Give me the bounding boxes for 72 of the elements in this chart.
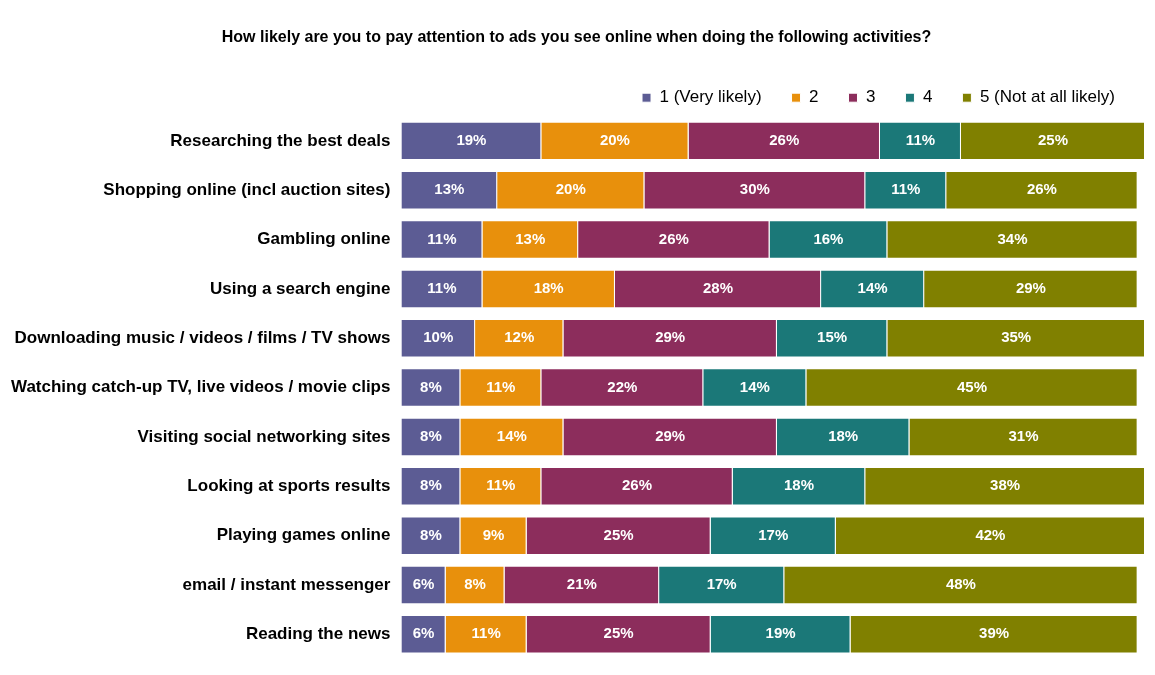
data-label: 48% bbox=[945, 575, 976, 593]
data-label: 13% bbox=[434, 180, 465, 198]
data-label: 21% bbox=[566, 575, 597, 593]
data-label: 17% bbox=[706, 575, 737, 593]
data-label: 25% bbox=[603, 525, 634, 543]
data-label: 8% bbox=[420, 427, 442, 445]
data-label: 11% bbox=[486, 476, 516, 494]
data-label: 18% bbox=[828, 427, 859, 445]
data-label: 20% bbox=[555, 180, 586, 198]
data-label: 18% bbox=[533, 279, 564, 297]
data-label: 14% bbox=[496, 427, 527, 445]
data-label: 18% bbox=[783, 476, 815, 494]
data-label: 19% bbox=[456, 131, 487, 149]
data-label: 16% bbox=[813, 229, 844, 247]
y-tick-label: Shopping online (incl auction sites) bbox=[103, 179, 391, 199]
data-label: 11% bbox=[905, 131, 936, 149]
legend-label: 2 bbox=[809, 87, 819, 107]
data-label: 30% bbox=[739, 180, 770, 198]
data-label: 29% bbox=[1015, 279, 1046, 297]
data-label: 31% bbox=[1008, 427, 1039, 445]
chart-title: How likely are you to pay attention to ads you see online when doing the following activities? bbox=[221, 28, 932, 46]
data-label: 14% bbox=[739, 377, 770, 395]
legend-label: 3 bbox=[866, 87, 876, 107]
data-label: 15% bbox=[817, 328, 848, 346]
data-label: 13% bbox=[515, 229, 546, 247]
data-label: 39% bbox=[979, 624, 1010, 642]
data-label: 25% bbox=[603, 624, 634, 642]
data-label: 26% bbox=[1026, 180, 1057, 198]
y-tick-label: Researching the best deals bbox=[170, 130, 391, 150]
data-label: 9% bbox=[482, 525, 505, 543]
y-tick-label: Downloading music / videos / films / TV shows bbox=[14, 327, 391, 347]
data-label: 11% bbox=[427, 229, 457, 247]
data-label: 17% bbox=[758, 525, 789, 543]
y-tick-label: Using a search engine bbox=[210, 278, 391, 298]
data-label: 6% bbox=[412, 624, 435, 642]
data-label: 26% bbox=[769, 131, 800, 149]
data-label: 8% bbox=[420, 525, 442, 543]
data-label: 29% bbox=[655, 427, 686, 445]
data-label: 38% bbox=[990, 476, 1021, 494]
data-label: 22% bbox=[607, 377, 638, 395]
y-tick-label: Looking at sports results bbox=[187, 475, 391, 495]
data-label: 19% bbox=[765, 624, 796, 642]
legend-label: 1 (Very likely) bbox=[659, 87, 762, 107]
data-label: 29% bbox=[655, 328, 686, 346]
data-label: 11% bbox=[471, 624, 501, 642]
y-tick-label: Reading the news bbox=[245, 624, 391, 644]
legend-label: 5 (Not at all likely) bbox=[979, 87, 1116, 107]
legend-label: 4 bbox=[922, 87, 933, 107]
data-label: 25% bbox=[1037, 131, 1068, 149]
y-tick-label: Gambling online bbox=[257, 229, 391, 249]
data-label: 26% bbox=[658, 229, 689, 247]
data-label: 14% bbox=[857, 279, 888, 297]
data-label: 28% bbox=[703, 279, 734, 297]
data-label: 6% bbox=[412, 575, 435, 593]
y-tick-label: Watching catch-up TV, live videos / movie clips bbox=[10, 377, 391, 397]
data-label: 34% bbox=[997, 229, 1028, 247]
data-label: 8% bbox=[464, 575, 486, 593]
data-label: 35% bbox=[1001, 328, 1032, 346]
data-label: 8% bbox=[420, 377, 442, 395]
y-tick-label: Playing games online bbox=[216, 525, 391, 545]
data-label: 12% bbox=[504, 328, 535, 346]
data-label: 11% bbox=[486, 377, 516, 395]
data-label: 10% bbox=[423, 328, 454, 346]
y-tick-label: Visiting social networking sites bbox=[137, 426, 391, 446]
data-label: 11% bbox=[427, 279, 457, 297]
data-label: 8% bbox=[420, 476, 442, 494]
data-label: 45% bbox=[956, 377, 988, 395]
data-label: 42% bbox=[975, 525, 1006, 543]
data-label: 20% bbox=[599, 131, 630, 149]
y-tick-label: email / instant messenger bbox=[182, 574, 391, 594]
data-label: 11% bbox=[891, 180, 921, 198]
data-label: 26% bbox=[622, 476, 653, 494]
